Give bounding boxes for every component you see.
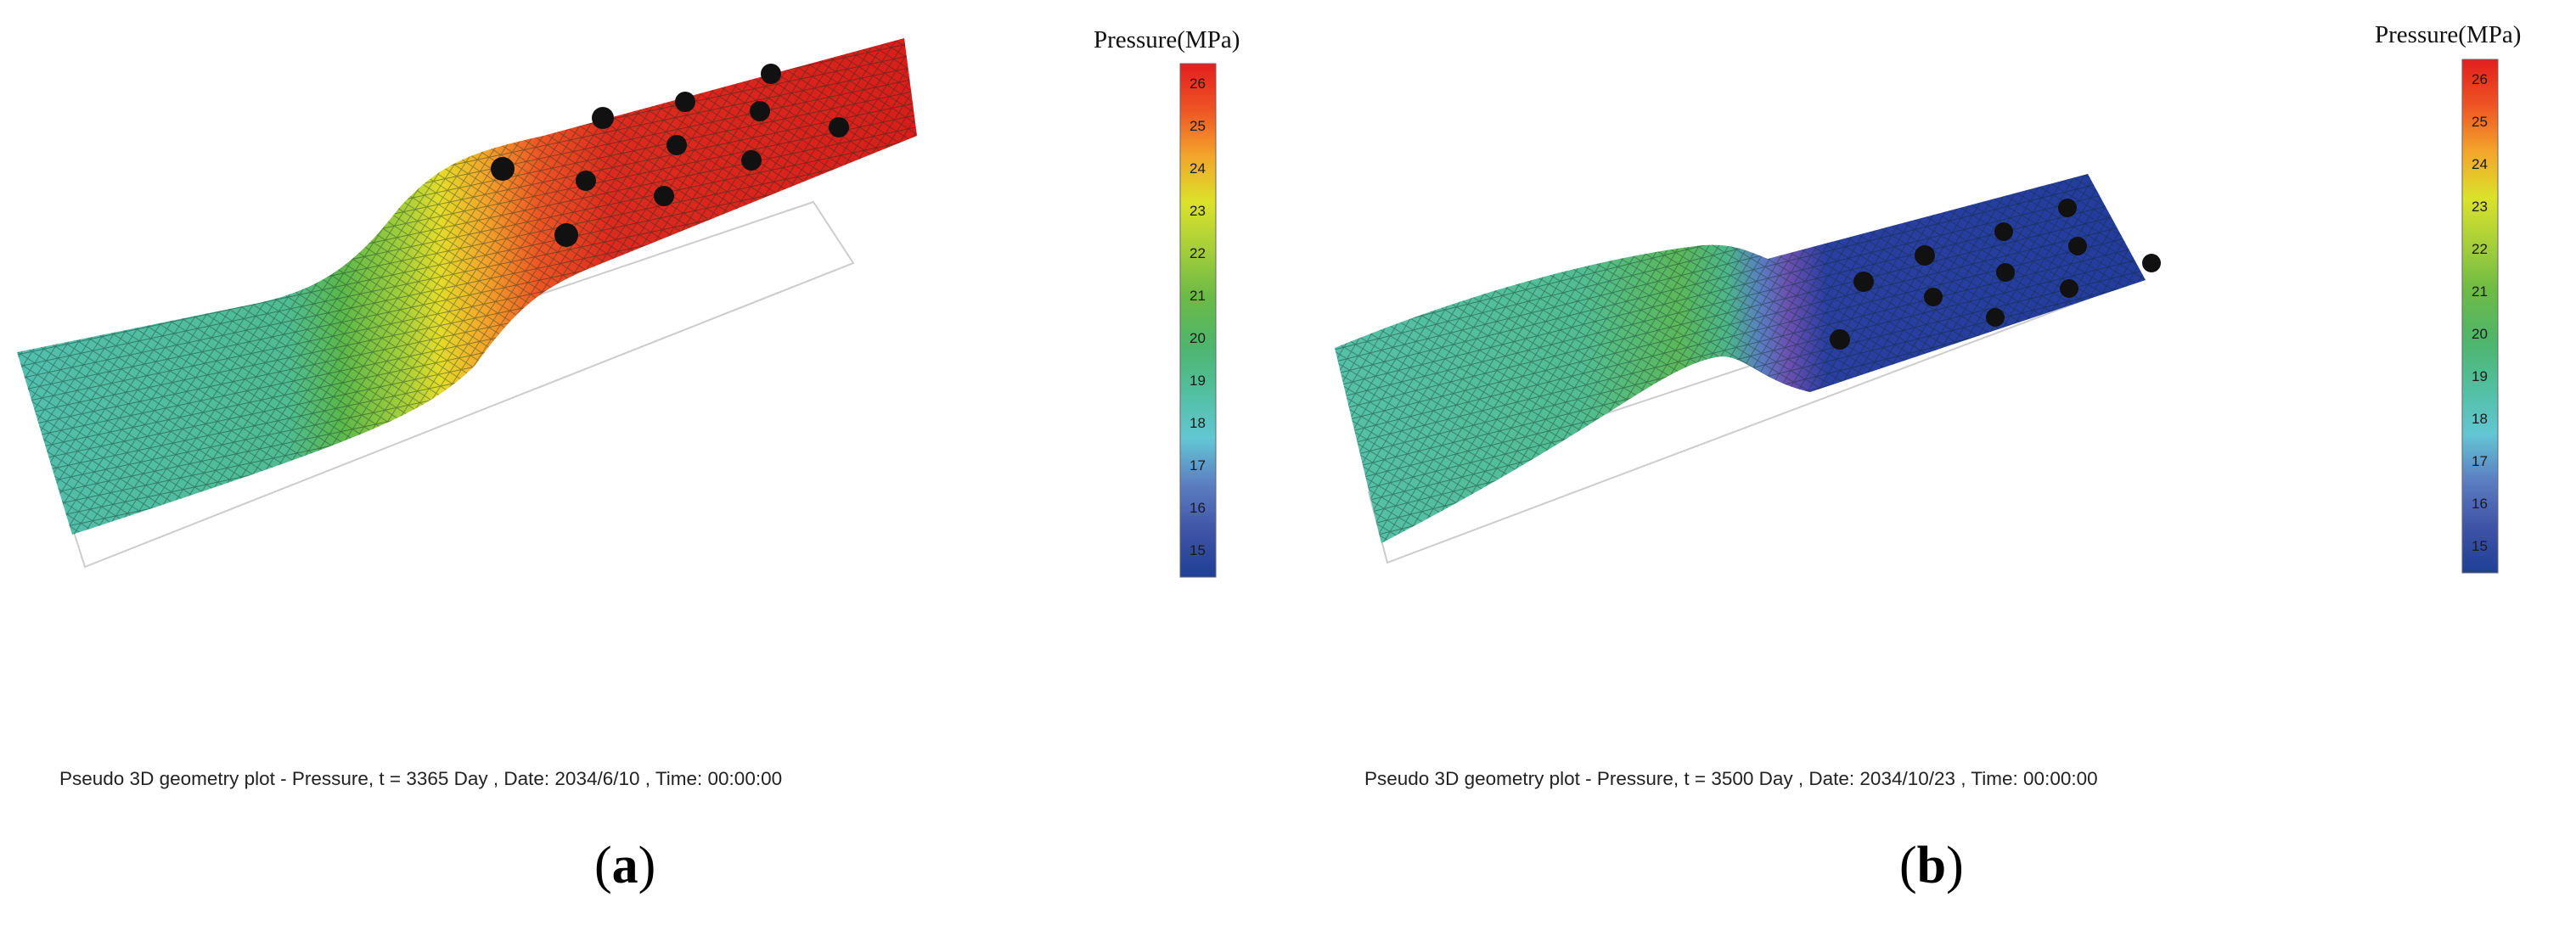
- colorbar-title: Pressure(MPa): [1094, 26, 1240, 53]
- pressure-surface-plot-b: Pressure(MPa) 26 25 24 23 22 21 20 19 18…: [1335, 21, 2521, 574]
- colorbar-tick: 25: [1190, 118, 1206, 134]
- well-markers-a: [491, 64, 849, 247]
- colorbar-tick: 22: [2472, 241, 2488, 257]
- well-marker: [1924, 288, 1943, 306]
- colorbar-ticks: 26 25 24 23 22 21 20 19 18 17 16 15: [1190, 76, 1206, 558]
- colorbar-tick: 17: [1190, 457, 1206, 474]
- colorbar-tick: 24: [1190, 160, 1206, 177]
- colorbar-a: Pressure(MPa) 26 25 24 23 22 21 20 19 18…: [1094, 26, 1240, 578]
- well-marker: [1994, 222, 2013, 241]
- colorbar-tick: 20: [2472, 326, 2488, 342]
- colorbar-tick: 18: [2472, 411, 2488, 427]
- colorbar-tick: 18: [1190, 415, 1206, 431]
- well-marker: [592, 107, 614, 129]
- well-marker: [1986, 308, 2005, 327]
- colorbar-tick: 19: [1190, 373, 1206, 389]
- pressure-surface-a: [17, 38, 917, 535]
- well-marker: [1830, 329, 1850, 350]
- well-marker: [554, 223, 578, 247]
- colorbar-tick: 19: [2472, 368, 2488, 384]
- colorbar-tick: 26: [2472, 71, 2488, 87]
- colorbar-gradient: [1179, 63, 1217, 578]
- plot-caption-b: Pseudo 3D geometry plot - Pressure, t = …: [1364, 768, 2098, 789]
- colorbar-tick: 20: [1190, 330, 1206, 346]
- plot-caption-a: Pseudo 3D geometry plot - Pressure, t = …: [59, 768, 783, 789]
- pressure-surface-plot-a: Pressure(MPa) 26 25 24 23 22 21 20 19 18…: [17, 26, 1240, 578]
- colorbar-ticks: 26 25 24 23 22 21 20 19 18 17 16 15: [2472, 71, 2488, 554]
- colorbar-gradient: [2461, 59, 2499, 574]
- panel-label-b: (b): [1899, 837, 1964, 894]
- well-marker: [750, 101, 770, 121]
- panel-a: Pressure(MPa) 26 25 24 23 22 21 20 19 18…: [17, 26, 1240, 894]
- well-marker: [666, 135, 687, 155]
- colorbar-tick: 25: [2472, 114, 2488, 130]
- colorbar-tick: 26: [1190, 76, 1206, 92]
- well-marker: [741, 150, 762, 171]
- well-marker: [1915, 245, 1935, 266]
- well-marker: [1853, 272, 1874, 292]
- panel-label-a: (a): [594, 837, 656, 894]
- colorbar-tick: 16: [1190, 500, 1206, 516]
- panel-b: Pressure(MPa) 26 25 24 23 22 21 20 19 18…: [1288, 0, 2576, 925]
- colorbar-tick: 15: [2472, 538, 2488, 554]
- colorbar-tick: 21: [1190, 288, 1206, 304]
- colorbar-title: Pressure(MPa): [2375, 21, 2521, 48]
- colorbar-tick: 24: [2472, 156, 2488, 172]
- well-marker: [829, 117, 849, 137]
- colorbar-tick: 16: [2472, 496, 2488, 512]
- well-marker: [1996, 263, 2015, 282]
- colorbar-tick: 21: [2472, 283, 2488, 300]
- colorbar-tick: 17: [2472, 453, 2488, 469]
- colorbar-tick: 23: [2472, 199, 2488, 215]
- pressure-surface-b: [1335, 174, 2146, 543]
- well-marker: [654, 186, 674, 206]
- colorbar-tick: 23: [1190, 203, 1206, 219]
- well-marker: [2058, 199, 2077, 217]
- well-marker: [576, 171, 596, 191]
- well-marker: [491, 157, 515, 181]
- well-marker: [761, 64, 781, 84]
- colorbar-tick: 15: [1190, 542, 1206, 558]
- colorbar-b: Pressure(MPa) 26 25 24 23 22 21 20 19 18…: [2375, 21, 2521, 574]
- well-marker: [675, 92, 695, 112]
- well-marker: [2060, 279, 2078, 298]
- well-markers-b: [1830, 199, 2161, 350]
- well-marker: [2068, 237, 2087, 255]
- well-marker: [2142, 254, 2161, 272]
- colorbar-tick: 22: [1190, 245, 1206, 261]
